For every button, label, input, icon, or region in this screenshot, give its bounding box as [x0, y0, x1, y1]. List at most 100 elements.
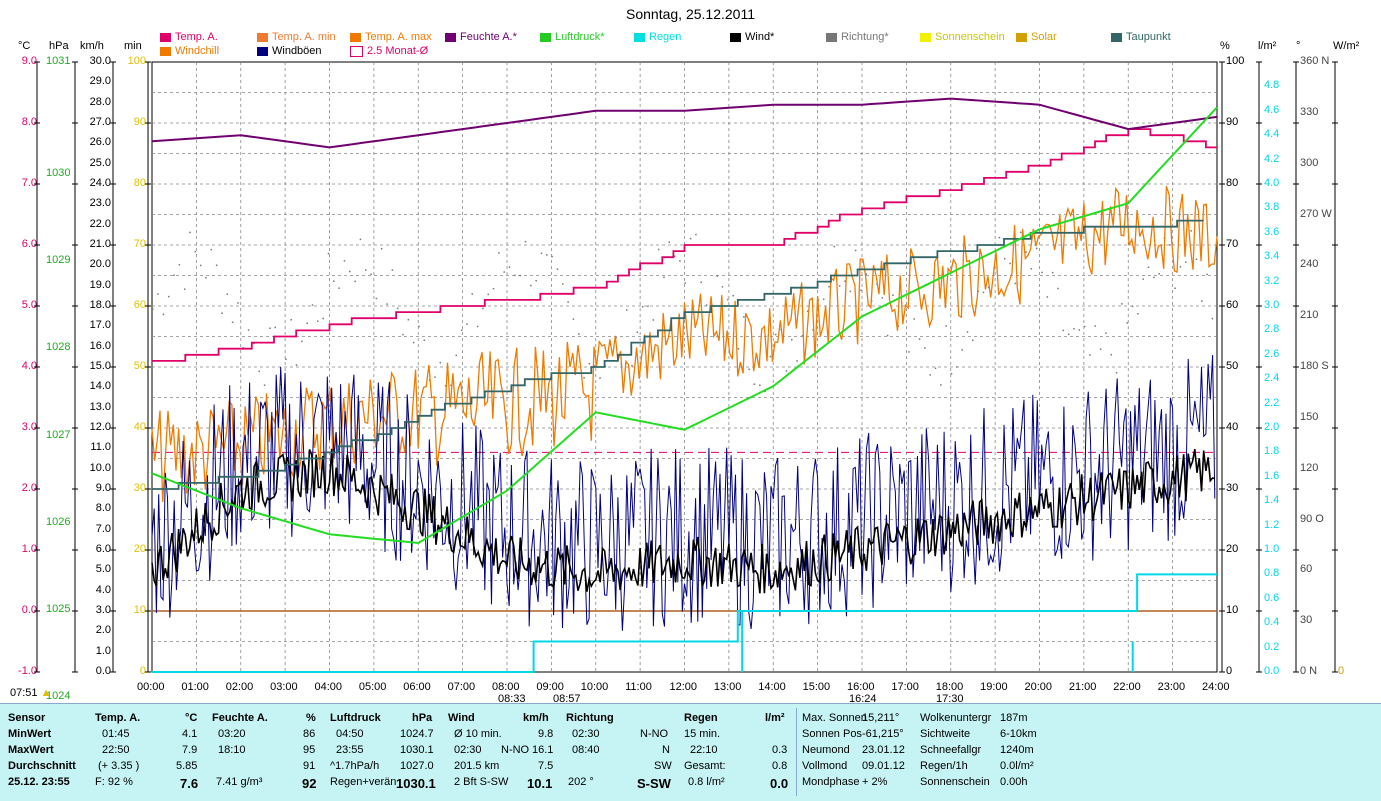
- tick-kmh: 23.0: [89, 197, 111, 210]
- series-richtung-dot: [849, 290, 852, 293]
- tick-kmh: 1.0: [95, 644, 111, 657]
- series-richtung-dot: [828, 285, 830, 288]
- series-richtung-dot: [503, 271, 505, 273]
- legend-label: Regen: [649, 31, 682, 43]
- tick-rain: 3.6: [1264, 225, 1280, 238]
- tick-direction: 120: [1300, 461, 1319, 474]
- tick-direction: 90 O: [1300, 512, 1324, 525]
- series-richtung-dot: [1025, 251, 1027, 253]
- series-richtung-dot: [684, 282, 686, 284]
- tick-hpa: 1030: [46, 167, 71, 180]
- series-richtung-dot: [572, 318, 575, 320]
- tick-minutes: 40: [133, 421, 146, 433]
- series-richtung-dot: [641, 306, 644, 308]
- tick-hour: 16:00: [847, 681, 875, 693]
- tick-celsius: 0.0: [21, 604, 37, 616]
- misc-label: Wolkenuntergr: [920, 712, 992, 724]
- temp-min-value: 4.1: [182, 728, 198, 740]
- tick-rain: 2.2: [1264, 396, 1280, 409]
- series-richtung-dot: [556, 268, 559, 270]
- series-richtung-dot: [1083, 325, 1086, 328]
- tick-direction: 330: [1300, 105, 1319, 118]
- series-richtung-dot: [769, 355, 772, 358]
- series-richtung-dot: [1169, 244, 1171, 246]
- footer-maxwert: MaxWert: [8, 744, 54, 756]
- tick-rain: 0.6: [1264, 591, 1280, 604]
- series-richtung-dot: [1115, 372, 1118, 374]
- series-richtung-dot: [295, 364, 298, 366]
- series-richtung-dot: [716, 275, 718, 277]
- tick-minutes: 0: [139, 665, 146, 677]
- series-richtung-dot: [673, 255, 676, 258]
- regen-max-value: 0.3: [772, 744, 788, 756]
- series-richtung-dot: [1185, 261, 1187, 263]
- legend-item: Taupunkt: [1111, 31, 1171, 43]
- series-richtung-dot: [1014, 282, 1017, 285]
- series-richtung-dot: [258, 370, 260, 373]
- tick-minutes: 100: [127, 55, 146, 67]
- luft-min-value: 1024.7: [400, 728, 434, 740]
- tick-minutes: 80: [133, 177, 146, 189]
- series-richtung-dot: [263, 384, 266, 386]
- tick-minutes: 70: [133, 238, 146, 250]
- sun-mark-3: 16:24: [849, 693, 877, 705]
- series-richtung-dot: [322, 317, 324, 320]
- tick-direction: 0 N: [1300, 665, 1318, 677]
- footer-current-time: 25.12. 23:55: [8, 776, 70, 788]
- tick-hour: 20:00: [1024, 681, 1053, 693]
- tick-celsius: 1.0: [21, 543, 37, 555]
- tick-minutes: 20: [133, 543, 146, 555]
- feuchte-max-value: 95: [303, 744, 316, 756]
- tick-hour: 18:00: [935, 681, 964, 693]
- series-richtung-dot: [386, 303, 388, 305]
- legend-item: Richtung*: [826, 31, 889, 43]
- tick-hour: 19:00: [980, 681, 1008, 693]
- series-richtung-dot: [636, 331, 639, 334]
- luft-min-time: 04:50: [336, 728, 364, 740]
- series-richtung-dot: [359, 238, 362, 241]
- legend-swatch: [257, 32, 268, 42]
- series-richtung-dot: [338, 287, 340, 289]
- series-richtung-dot: [199, 264, 202, 267]
- tick-minutes: 90: [133, 116, 146, 128]
- legend-label: Temp. A. min: [272, 31, 336, 43]
- series-richtung-dot: [663, 276, 665, 279]
- series-richtung-dot: [1035, 247, 1038, 250]
- series-richtung-dot: [466, 323, 468, 325]
- tick-rain: 2.8: [1264, 323, 1280, 336]
- series-richtung-dot: [183, 288, 186, 290]
- astro-label: Max. Sonnen: [802, 712, 867, 724]
- legend-label: Taupunkt: [1126, 31, 1171, 43]
- tick-rain: 3.8: [1264, 201, 1280, 214]
- series-richtung-dot: [247, 329, 250, 331]
- richtung-min-time: 02:30: [572, 728, 600, 740]
- series-richtung-dot: [317, 320, 319, 322]
- series-richtung-dot: [311, 304, 314, 306]
- series-richtung-dot: [727, 298, 729, 301]
- tick-rain: 4.2: [1264, 152, 1280, 165]
- sun-mark-2: 08:57: [553, 693, 581, 705]
- series-richtung-dot: [285, 358, 287, 361]
- tick-celsius: 8.0: [21, 116, 37, 128]
- series-richtung-dot: [705, 304, 708, 306]
- legend-item: Wind*: [730, 31, 774, 43]
- legend-label: Feuchte A.*: [460, 31, 517, 43]
- series-richtung-dot: [583, 376, 585, 379]
- tick-kmh: 28.0: [89, 95, 111, 108]
- richtung-current-value: S-SW: [637, 776, 671, 791]
- tick-kmh: 9.0: [95, 482, 111, 494]
- series-richtung-dot: [487, 293, 489, 296]
- legend-swatch: [730, 32, 741, 42]
- regen-current-value: 0.0: [770, 776, 789, 791]
- series-richtung-dot: [1041, 271, 1043, 274]
- legend-label: Windböen: [272, 45, 322, 57]
- temp-current-value: 7.6: [180, 776, 199, 791]
- series-richtung-dot: [157, 293, 159, 295]
- tick-hour: 14:00: [758, 681, 786, 693]
- tick-rain: 1.2: [1264, 518, 1280, 531]
- tick-kmh: 18.0: [89, 299, 111, 311]
- wind-avg10-label: Ø 10 min.: [454, 728, 502, 740]
- series-richtung-dot: [657, 248, 660, 251]
- series-richtung-dot: [822, 298, 825, 300]
- misc-label: Schneefallgr: [920, 744, 982, 756]
